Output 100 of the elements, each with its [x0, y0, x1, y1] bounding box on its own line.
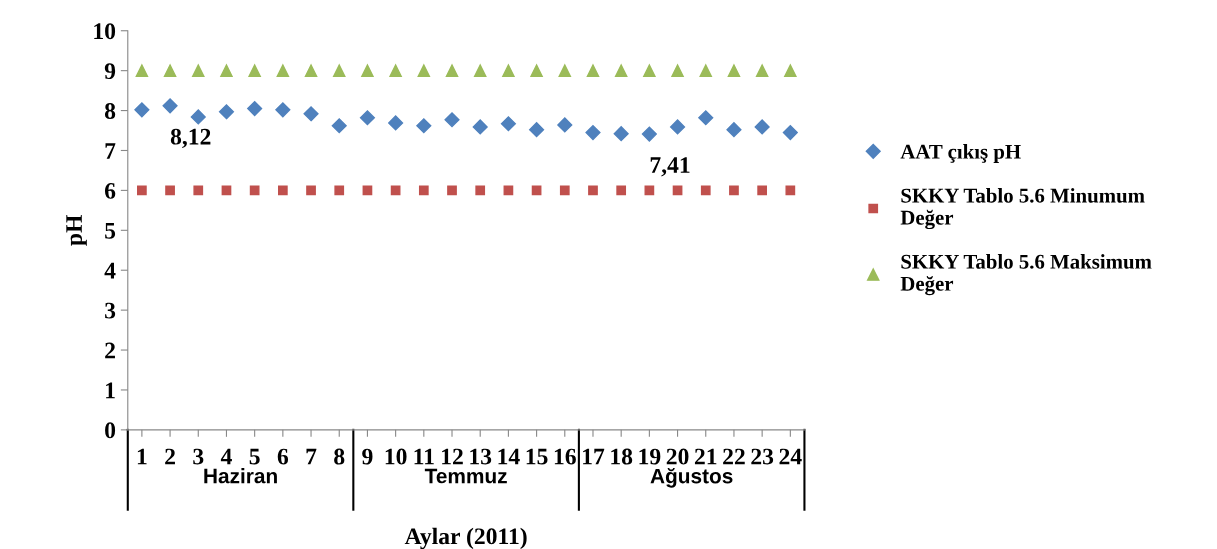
point [559, 185, 570, 196]
y-tick-label: 5 [105, 223, 116, 239]
point [162, 98, 178, 114]
point [613, 126, 629, 142]
point [165, 185, 175, 196]
x-axis-title: Aylar (2011) [404, 527, 527, 549]
point [332, 64, 346, 77]
point [782, 124, 798, 141]
y-tick-label: 7 [105, 143, 116, 159]
point [669, 119, 686, 135]
point [729, 185, 739, 196]
point [754, 119, 770, 135]
point [276, 64, 290, 77]
point [726, 122, 742, 138]
x-tick-label: 9 [362, 448, 373, 465]
point [304, 64, 318, 77]
x-tick-label: 23 [751, 448, 774, 465]
text: Haziran [204, 468, 277, 484]
point [445, 64, 459, 77]
point [361, 64, 374, 77]
y-tick-label: 2 [105, 342, 115, 359]
legend-label: AAT çıkış pH [900, 144, 1021, 163]
point [334, 185, 345, 196]
point [784, 64, 797, 77]
point [472, 119, 488, 135]
point [588, 185, 598, 196]
point [306, 185, 316, 196]
x-tick-label: 7 [306, 448, 317, 465]
y-tick-label: 1 [106, 382, 115, 399]
point [698, 110, 714, 126]
x-tick-label: 24 [779, 448, 802, 465]
x-tick-label: 14 [498, 448, 520, 465]
point [785, 185, 796, 196]
point [248, 64, 261, 77]
x-tick-label: 3 [193, 448, 204, 465]
point [359, 110, 376, 126]
x-tick-label: 4 [220, 448, 232, 465]
y-tick-label: 6 [104, 182, 116, 199]
point [275, 102, 291, 118]
point [585, 124, 601, 141]
point [530, 64, 543, 77]
point [163, 64, 177, 77]
x-tick-label: 15 [526, 448, 548, 465]
point [586, 64, 600, 77]
text: Ağustos [650, 467, 733, 488]
x-tick-label: 2 [165, 448, 175, 465]
point [190, 109, 206, 125]
y-tick-label: 3 [105, 302, 116, 319]
x-tick-label: 19 [639, 448, 661, 465]
point [755, 64, 769, 77]
point [134, 102, 150, 118]
y-tick-label: 8 [104, 103, 116, 119]
data-label: 7,41 [650, 157, 690, 177]
point [249, 185, 260, 196]
point [616, 185, 627, 196]
text: Temmuz [424, 468, 507, 484]
point [757, 185, 768, 196]
data-label: 8,12 [170, 128, 211, 149]
point [220, 64, 233, 77]
point [389, 64, 402, 77]
x-tick-label: 17 [583, 448, 605, 465]
x-tick-label: 1 [137, 448, 147, 465]
y-tick-label: 0 [105, 422, 116, 439]
point [614, 64, 628, 77]
point [475, 185, 486, 196]
x-tick-label: 16 [554, 448, 576, 465]
point [447, 185, 457, 196]
y-tick-label: 4 [104, 262, 116, 279]
x-tick-label: 12 [442, 448, 463, 465]
y-tick-label: 9 [104, 63, 116, 80]
point [641, 126, 657, 142]
point [444, 112, 460, 128]
point [303, 106, 319, 122]
legend-label: SKKY Tablo 5.6 Minumum Değer [900, 188, 1145, 230]
point [193, 185, 204, 196]
point [500, 116, 516, 132]
point [417, 64, 431, 77]
y-axis-title: pH [66, 214, 87, 246]
point [418, 185, 429, 196]
point [331, 118, 347, 134]
x-tick-label: 10 [385, 448, 407, 465]
point [473, 64, 487, 77]
point [416, 118, 432, 134]
point [218, 104, 235, 120]
point [277, 185, 288, 196]
x-tick-label: 13 [470, 448, 492, 465]
point [557, 117, 573, 133]
x-tick-label: 11 [414, 448, 434, 465]
legend-label: SKKY Tablo 5.6 Maksimum Değer [900, 254, 1152, 296]
x-tick-label: 20 [666, 448, 689, 465]
point [558, 64, 572, 77]
x-tick-label: 6 [277, 448, 289, 465]
point [502, 64, 515, 77]
x-tick-label: 22 [723, 448, 745, 465]
point [671, 64, 684, 77]
point [135, 64, 149, 77]
x-tick-label: 21 [694, 448, 717, 465]
point [643, 64, 656, 77]
point [137, 185, 147, 196]
point [529, 122, 545, 138]
